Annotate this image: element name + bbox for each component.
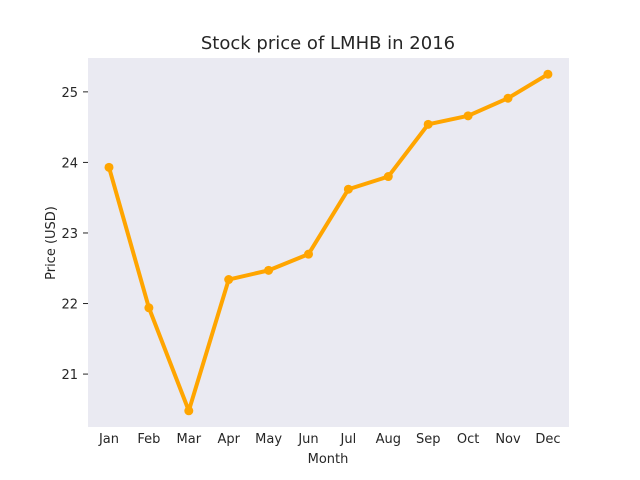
data-point (104, 162, 114, 172)
data-point (304, 249, 313, 259)
y-tick-label: 23 (61, 227, 78, 242)
y-axis-ticks: 21 22 23 24 25 (61, 86, 88, 383)
data-point (144, 303, 154, 313)
data-point (543, 69, 553, 79)
data-point (463, 111, 473, 121)
x-tick-label: Dec (535, 432, 560, 447)
x-tick-label: Apr (217, 432, 240, 447)
data-point (224, 275, 234, 285)
x-tick-label: Jul (340, 432, 357, 447)
x-tick-label: May (255, 432, 282, 447)
y-tick-label: 22 (61, 298, 78, 313)
x-tick-label: Feb (137, 432, 160, 447)
data-point (383, 172, 393, 182)
x-tick-label: Jun (297, 432, 318, 447)
data-point (264, 265, 274, 275)
data-point (503, 93, 513, 103)
data-point (343, 184, 353, 194)
data-point (423, 119, 433, 129)
y-tick-label: 25 (61, 86, 78, 101)
x-tick-label: Jan (98, 432, 119, 447)
x-tick-label: Sep (416, 432, 441, 447)
x-axis-label: Month (308, 452, 349, 467)
data-point (184, 406, 194, 416)
y-tick-label: 21 (61, 368, 78, 383)
x-tick-label: Oct (457, 432, 479, 447)
series-layer (104, 69, 553, 416)
x-tick-label: Nov (495, 432, 521, 447)
x-tick-label: Mar (177, 432, 202, 447)
chart-title: Stock price of LMHB in 2016 (201, 33, 455, 54)
y-tick-label: 24 (61, 156, 78, 171)
plot-area (88, 58, 569, 427)
x-axis-ticks: Jan Feb Mar Apr May Jun Jul Aug Sep Oct Nov Dec (98, 432, 561, 447)
y-axis-label: Price (USD) (44, 206, 59, 280)
series-line (107, 72, 550, 413)
x-tick-label: Aug (376, 432, 401, 447)
